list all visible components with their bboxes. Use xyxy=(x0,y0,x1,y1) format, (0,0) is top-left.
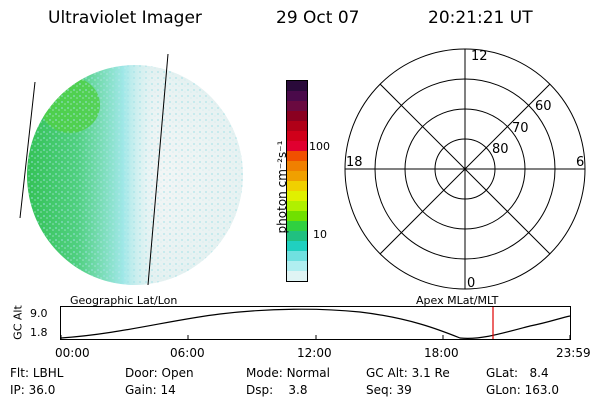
colorbar-segment xyxy=(287,251,307,261)
colorbar xyxy=(286,80,308,282)
status-door: Door: Open xyxy=(125,366,194,380)
time-label: 20:21:21 UT xyxy=(428,8,533,28)
mlt-label-6: 6 xyxy=(576,155,584,170)
terminator-line-right xyxy=(147,53,169,286)
terminator-line-left xyxy=(19,81,36,219)
colorbar-segment xyxy=(287,91,307,101)
lat-label-60: 60 xyxy=(535,99,552,114)
colorbar-segment xyxy=(287,161,307,171)
colorbar-segment xyxy=(287,181,307,191)
colorbar-segment xyxy=(287,221,307,231)
status-glat: GLat: 8.4 xyxy=(486,366,549,380)
status-glon: GLon: 163.0 xyxy=(486,383,559,397)
polar-grid: 12 18 6 0 60 70 80 xyxy=(344,48,586,291)
status-ip: IP: 36.0 xyxy=(10,383,56,397)
mlt-label-0: 0 xyxy=(467,276,475,291)
track-ytick-bottom: 1.8 xyxy=(30,326,48,339)
colorbar-label: photon cm⁻²s⁻¹ xyxy=(275,140,289,234)
track-xtick-3: 18:00 xyxy=(424,346,459,360)
colorbar-segment xyxy=(287,201,307,211)
colorbar-segment xyxy=(287,141,307,151)
mlt-label-18: 18 xyxy=(346,155,363,170)
track-left-title: Geographic Lat/Lon xyxy=(70,294,178,307)
track-ylabel: GC Alt xyxy=(11,305,25,340)
colorbar-segment xyxy=(287,121,307,131)
track-xtick-1: 06:00 xyxy=(170,346,205,360)
instrument-title: Ultraviolet Imager xyxy=(48,8,202,28)
orbit-track-plot xyxy=(60,306,571,340)
lat-label-70: 70 xyxy=(512,121,529,136)
colorbar-segment xyxy=(287,101,307,111)
track-ytick-top: 9.0 xyxy=(30,307,48,320)
uv-earth-image xyxy=(19,53,243,286)
track-right-title: Apex MLat/MLT xyxy=(416,294,499,307)
colorbar-segment xyxy=(287,271,307,281)
status-gc-alt: GC Alt: 3.1 Re xyxy=(366,366,450,380)
track-xtick-2: 12:00 xyxy=(297,346,332,360)
colorbar-segment xyxy=(287,261,307,271)
colorbar-segment xyxy=(287,241,307,251)
colorbar-segment xyxy=(287,211,307,221)
colorbar-tick-10: 10 xyxy=(313,228,327,241)
colorbar-tick-100: 100 xyxy=(309,140,330,153)
colorbar-segment xyxy=(287,131,307,141)
track-xtick-0: 00:00 xyxy=(55,346,90,360)
status-seq: Seq: 39 xyxy=(366,383,412,397)
mlt-label-12: 12 xyxy=(471,49,488,64)
colorbar-segment xyxy=(287,191,307,201)
track-xtick-4: 23:59 xyxy=(556,346,591,360)
colorbar-segment xyxy=(287,111,307,121)
status-mode: Mode: Normal xyxy=(246,366,330,380)
lat-label-80: 80 xyxy=(492,142,509,157)
colorbar-segment xyxy=(287,151,307,161)
colorbar-segment xyxy=(287,171,307,181)
status-flt: Flt: LBHL xyxy=(10,366,64,380)
status-gain: Gain: 14 xyxy=(125,383,176,397)
orbit-altitude-curve xyxy=(60,308,571,339)
status-dsp: Dsp: 3.8 xyxy=(246,383,308,397)
colorbar-segment xyxy=(287,231,307,241)
date-label: 29 Oct 07 xyxy=(276,8,360,28)
colorbar-segment xyxy=(287,81,307,91)
